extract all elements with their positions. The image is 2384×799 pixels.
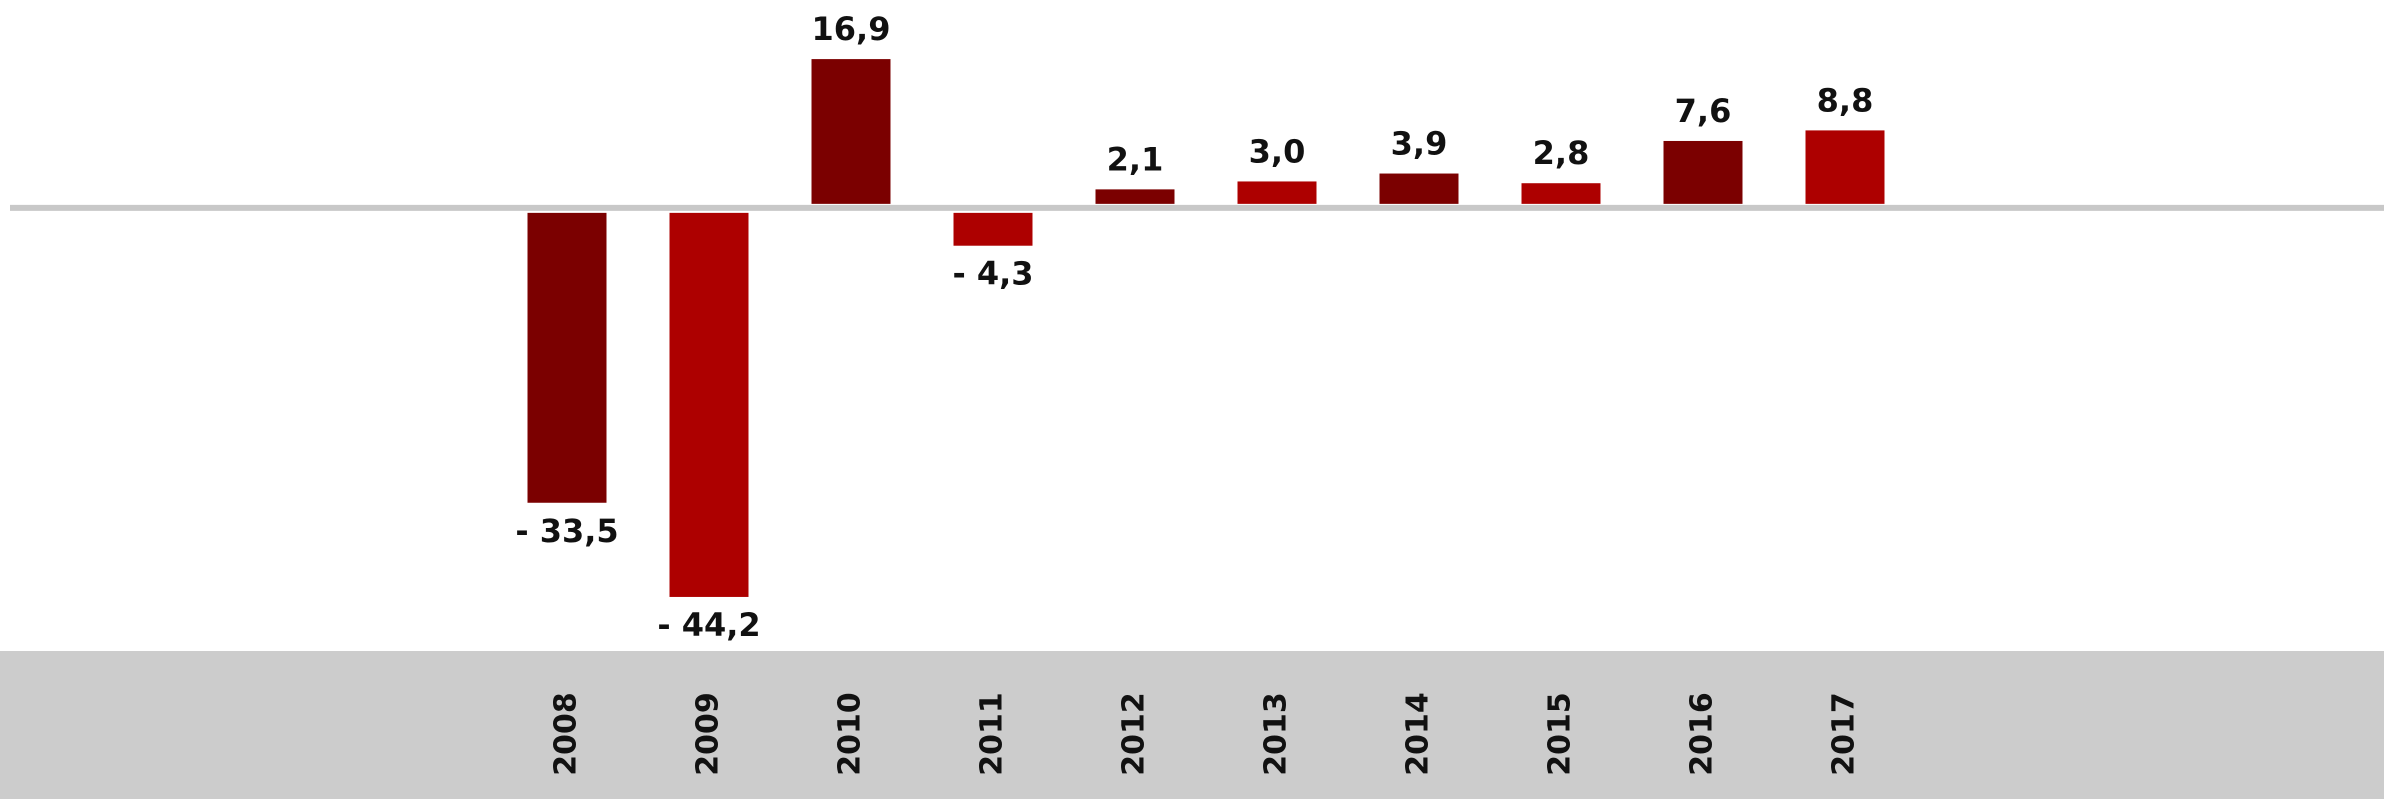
bar <box>811 59 891 204</box>
x-tick-label: 2008 <box>549 692 584 776</box>
data-label: 2,8 <box>1533 134 1590 172</box>
data-label: - 44,2 <box>657 606 760 644</box>
bar <box>1379 173 1459 204</box>
x-tick-label: 2010 <box>833 692 868 776</box>
x-tick-label: 2011 <box>975 692 1010 776</box>
bar <box>1237 181 1317 204</box>
category-band <box>0 651 2384 799</box>
x-tick-label: 2014 <box>1401 692 1436 776</box>
data-label: - 33,5 <box>515 512 618 550</box>
x-tick-label: 2009 <box>691 692 726 776</box>
bar <box>1521 183 1601 204</box>
bar <box>953 212 1033 246</box>
x-tick-label: 2013 <box>1259 692 1294 776</box>
x-tick-label: 2015 <box>1543 692 1578 776</box>
data-label: 3,9 <box>1391 125 1448 163</box>
data-label: 7,6 <box>1675 92 1732 130</box>
data-label: - 4,3 <box>952 255 1033 293</box>
bar <box>1805 130 1885 204</box>
data-label: 3,0 <box>1249 132 1306 170</box>
data-label: 16,9 <box>812 10 891 48</box>
bar <box>669 212 749 597</box>
x-tick-label: 2017 <box>1827 692 1862 776</box>
x-tick-label: 2012 <box>1117 692 1152 776</box>
data-label: 8,8 <box>1817 81 1874 119</box>
bar <box>1663 140 1743 204</box>
data-label: 2,1 <box>1107 140 1164 178</box>
bar <box>1095 189 1175 204</box>
bar <box>527 212 607 503</box>
x-tick-label: 2016 <box>1685 692 1720 776</box>
